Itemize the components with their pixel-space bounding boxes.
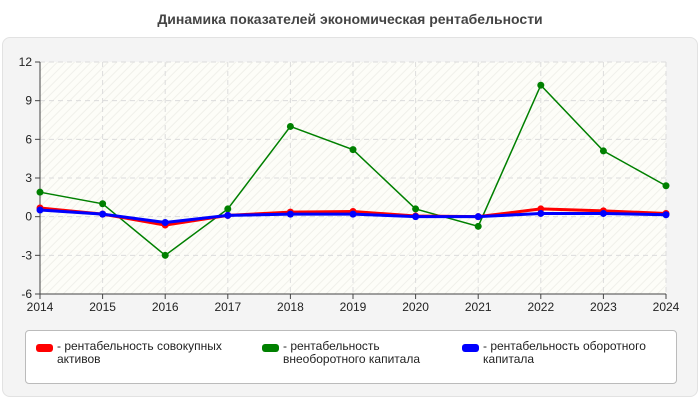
data-point bbox=[412, 205, 420, 213]
legend-item[interactable]: - рентабельность совокупных активов bbox=[36, 340, 246, 366]
data-point bbox=[349, 146, 357, 154]
x-tick-label: 2018 bbox=[277, 300, 304, 314]
x-tick-label: 2019 bbox=[340, 300, 367, 314]
x-tick-label: 2022 bbox=[527, 300, 554, 314]
legend-label: - рентабельность оборотного капитала bbox=[483, 339, 646, 366]
data-point bbox=[412, 213, 420, 221]
data-point bbox=[36, 206, 44, 214]
x-tick-label: 2017 bbox=[214, 300, 241, 314]
x-tick-label: 2020 bbox=[402, 300, 429, 314]
data-point bbox=[161, 218, 169, 226]
data-point bbox=[99, 210, 107, 218]
x-tick-label: 2016 bbox=[152, 300, 179, 314]
y-tick-label: 12 bbox=[19, 55, 33, 69]
x-tick-label: 2015 bbox=[89, 300, 116, 314]
data-point bbox=[161, 251, 169, 259]
legend-swatch bbox=[262, 344, 279, 352]
data-point bbox=[286, 122, 294, 130]
data-point bbox=[537, 209, 545, 217]
data-point bbox=[99, 200, 107, 208]
y-tick-label: 0 bbox=[25, 210, 32, 224]
data-point bbox=[286, 210, 294, 218]
data-point bbox=[36, 188, 44, 196]
data-point bbox=[224, 211, 232, 219]
y-tick-label: 3 bbox=[25, 171, 32, 185]
legend-swatch bbox=[36, 344, 53, 352]
legend-label: - рентабельность совокупных активов bbox=[57, 339, 222, 366]
x-tick-label: 2021 bbox=[465, 300, 492, 314]
data-point bbox=[662, 211, 670, 219]
y-tick-label: 9 bbox=[25, 94, 32, 108]
legend-swatch bbox=[462, 344, 479, 352]
legend-label: - рентабельность внеоборотного капитала bbox=[283, 339, 420, 366]
legend-item[interactable]: - рентабельность внеоборотного капитала bbox=[262, 340, 442, 366]
data-point bbox=[599, 147, 607, 155]
data-point bbox=[349, 210, 357, 218]
data-point bbox=[662, 182, 670, 190]
chart-title: Динамика показателей экономическая рента… bbox=[157, 11, 543, 27]
y-tick-label: -3 bbox=[21, 248, 32, 262]
y-tick-label: -6 bbox=[21, 287, 32, 301]
x-tick-label: 2023 bbox=[590, 300, 617, 314]
data-point bbox=[537, 81, 545, 89]
data-point bbox=[224, 205, 232, 213]
x-tick-label: 2024 bbox=[653, 300, 680, 314]
x-tick-label: 2014 bbox=[27, 300, 54, 314]
legend: - рентабельность совокупных активов - ре… bbox=[25, 330, 677, 384]
data-point bbox=[474, 222, 482, 230]
data-point bbox=[474, 213, 482, 221]
data-point bbox=[599, 209, 607, 217]
y-tick-label: 6 bbox=[25, 132, 32, 146]
legend-item[interactable]: - рентабельность оборотного капитала bbox=[462, 340, 672, 366]
